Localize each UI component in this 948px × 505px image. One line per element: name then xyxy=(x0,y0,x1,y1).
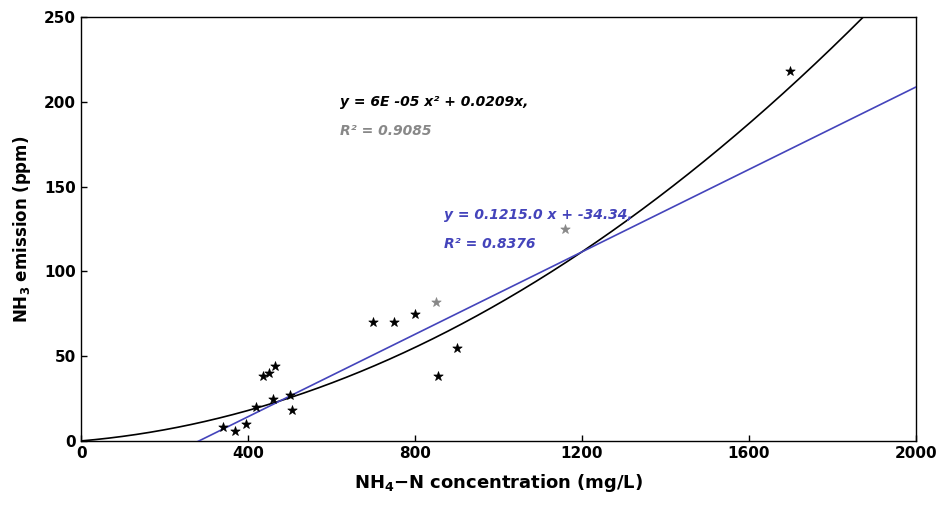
Text: R² = 0.8376: R² = 0.8376 xyxy=(444,237,536,251)
Point xyxy=(283,391,298,399)
Text: R² = 0.9085: R² = 0.9085 xyxy=(339,124,431,138)
Text: y = 6E -05 x² + 0.0209x,: y = 6E -05 x² + 0.0209x, xyxy=(339,95,528,109)
Point xyxy=(430,373,446,381)
Y-axis label: $\mathbf{NH_3}$$\mathbf{\ emission\ (ppm)}$: $\mathbf{NH_3}$$\mathbf{\ emission\ (ppm… xyxy=(11,135,33,323)
X-axis label: $\mathbf{NH_4}$$\mathbf{-N\ concentration\ (mg/L)}$: $\mathbf{NH_4}$$\mathbf{-N\ concentratio… xyxy=(354,472,643,494)
Point xyxy=(449,343,465,351)
Point xyxy=(215,423,230,431)
Point xyxy=(248,403,264,411)
Text: y = 0.1215.0 x + -34.34,: y = 0.1215.0 x + -34.34, xyxy=(444,209,632,222)
Point xyxy=(366,318,381,326)
Point xyxy=(428,298,444,306)
Point xyxy=(557,225,573,233)
Point xyxy=(783,67,798,75)
Point xyxy=(255,373,270,381)
Point xyxy=(238,420,253,428)
Point xyxy=(284,407,300,415)
Point xyxy=(267,362,283,370)
Point xyxy=(265,394,281,402)
Point xyxy=(408,310,423,318)
Point xyxy=(228,427,243,435)
Point xyxy=(387,318,402,326)
Point xyxy=(262,369,277,377)
